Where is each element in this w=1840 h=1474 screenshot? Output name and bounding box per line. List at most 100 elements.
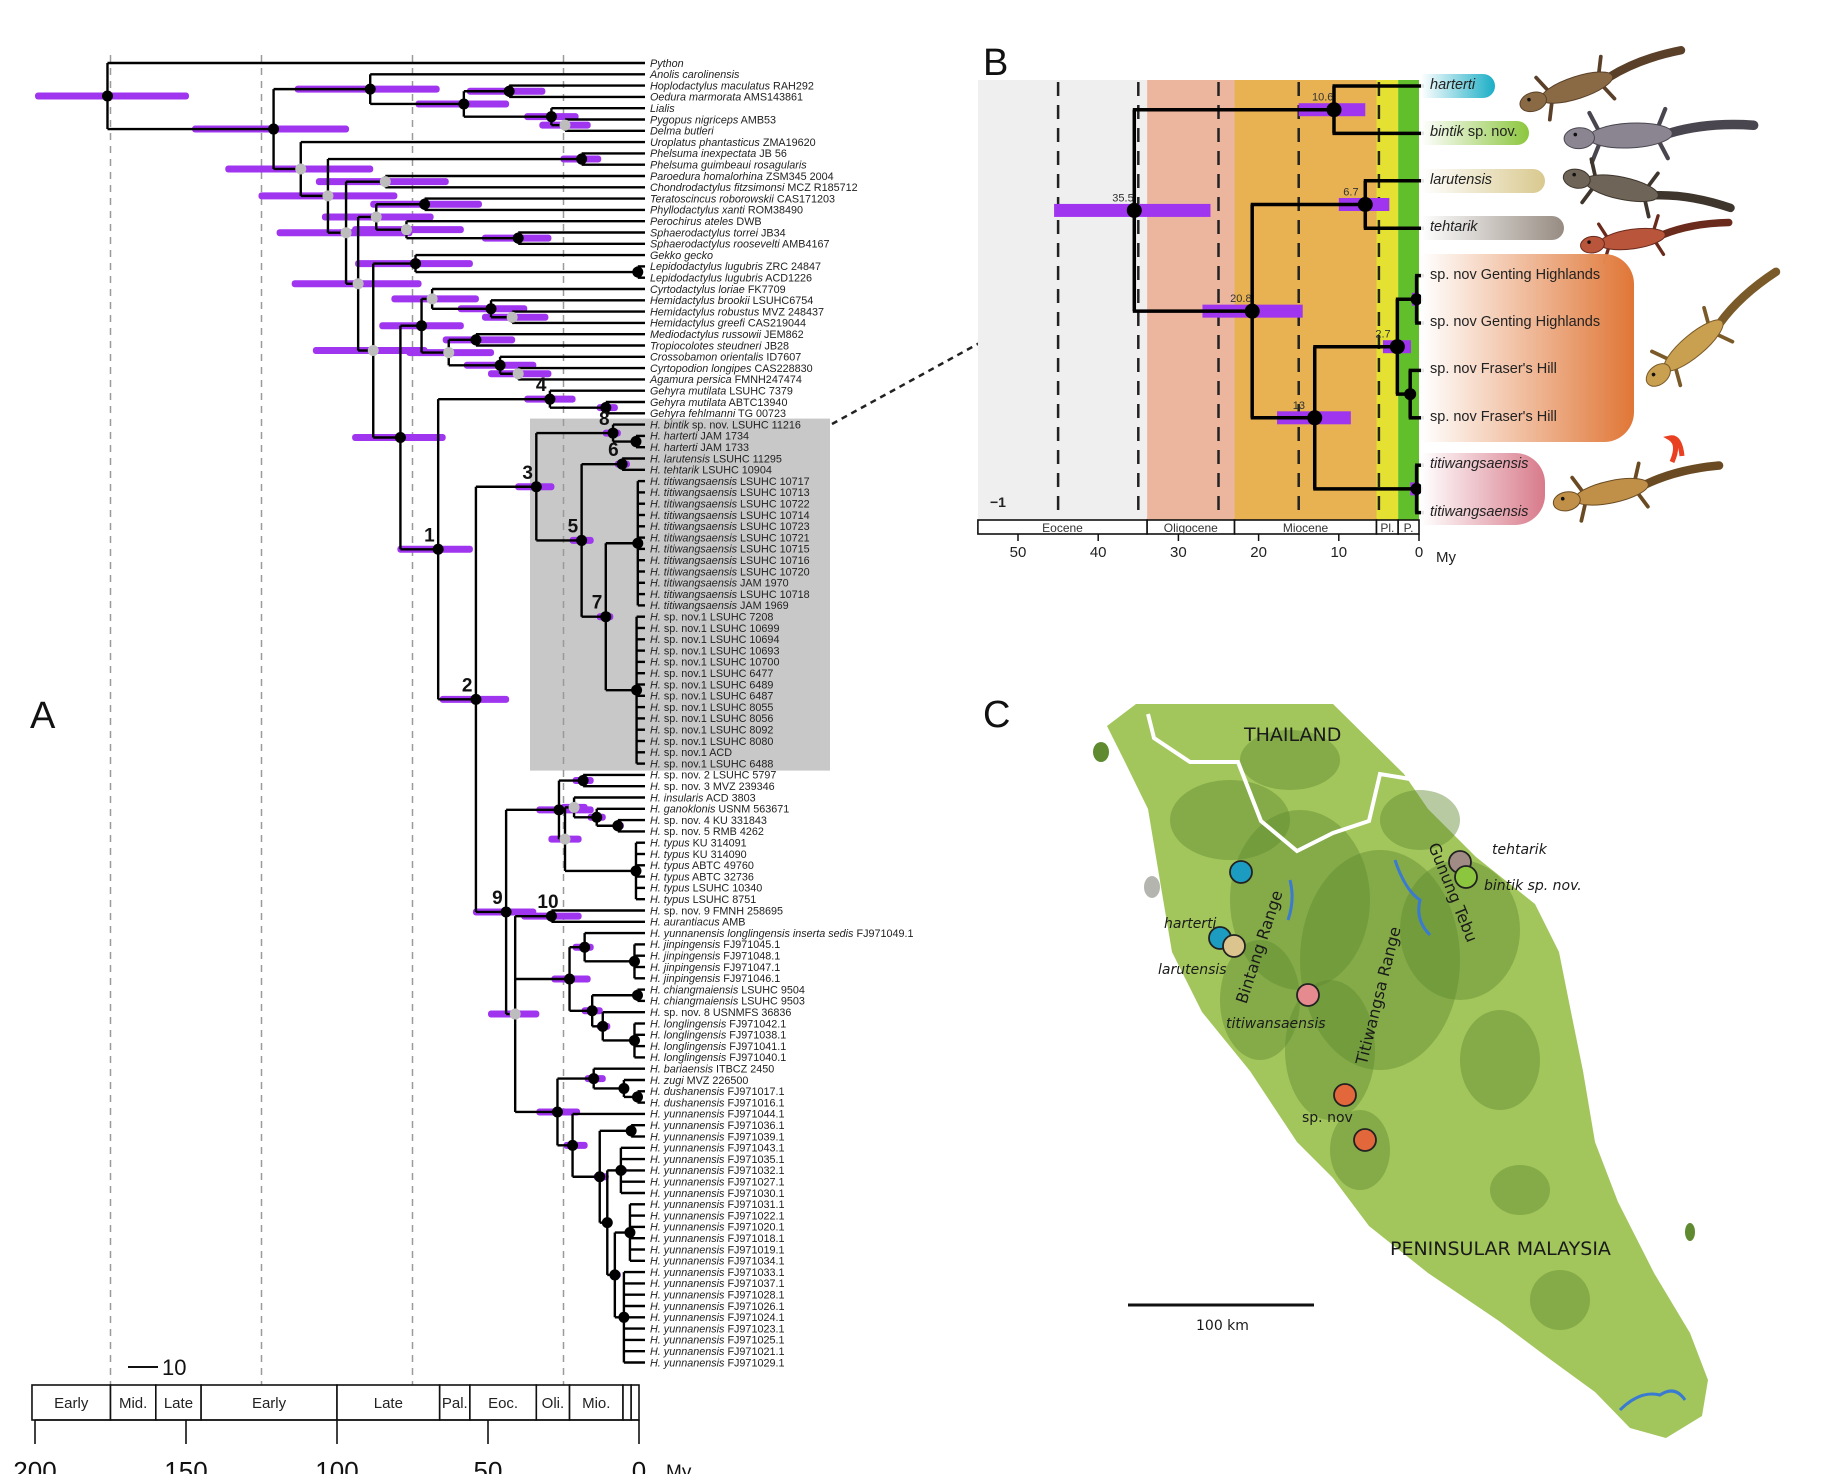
node-high-support: [551, 1106, 563, 1118]
taxon-name: H. titiwangsaensis: [650, 510, 738, 522]
voucher: sp. nov.1 LSUHC 10694: [664, 634, 780, 646]
voucher: FJ971037.1: [727, 1278, 784, 1290]
period-label: Mio.: [582, 1395, 610, 1412]
node-high-support: [631, 1091, 643, 1103]
tip-label: H. yunnanensis FJ971018.1: [650, 1233, 784, 1245]
taxon-name: H. yunnanensis: [650, 1222, 725, 1234]
tip-label: Oedura marmorata AMS143861: [650, 92, 803, 104]
voucher: FJ971043.1: [727, 1143, 784, 1155]
tip-label: H. sp. nov.1 LSUHC 10700: [650, 657, 779, 669]
node-low-support: [568, 801, 580, 813]
taxon-name: H. harterti: [650, 442, 698, 454]
epoch-band: [1234, 80, 1377, 520]
voucher: LSUHC 10721: [740, 532, 810, 544]
axis-tick-label: 50: [474, 1456, 503, 1474]
taxon-name: H. longlingensis: [650, 1018, 727, 1030]
voucher: FJ971019.1: [727, 1244, 784, 1256]
tip-label: H. chiangmaiensis LSUHC 9503: [650, 996, 805, 1008]
tip-label: Mediodactylus russowii JEM862: [650, 329, 804, 341]
node-low-support: [400, 224, 412, 236]
tip-label: Hoplodactylus maculatus RAH292: [650, 80, 814, 92]
taxon-name: H.: [650, 1007, 661, 1019]
tip-label: Phelsuma guimbeaui rosagularis: [650, 160, 807, 172]
voucher: TG 00723: [738, 408, 786, 420]
epoch-cell: [1397, 519, 1420, 535]
node-marker: [1410, 293, 1423, 306]
gecko-photo: [1563, 106, 1759, 165]
voucher: LSUHC 10720: [740, 566, 810, 578]
terrain-patch: [1285, 980, 1375, 1120]
voucher: FJ971029.1: [727, 1357, 784, 1369]
taxon-name: H.: [650, 905, 661, 917]
voucher: JAM 1734: [700, 431, 749, 443]
voucher: FJ971028.1: [727, 1290, 784, 1302]
voucher: ZRC 24847: [766, 261, 821, 273]
taxon-name: H.: [650, 634, 661, 646]
highlight-box: [530, 418, 830, 771]
taxon-name: H. jinpingensis: [650, 939, 721, 951]
voucher: sp. nov.1 ACD: [664, 747, 732, 759]
voucher: sp. nov.1 LSUHC 6488: [664, 758, 774, 770]
locality-marker: [1333, 1083, 1357, 1107]
voucher: FJ971042.1: [729, 1018, 786, 1030]
epoch-label: Oligocene: [1164, 521, 1218, 535]
taxon-name: Tropiocolotes steudneri: [650, 340, 762, 352]
map-label-larutensis: larutensis: [1158, 962, 1227, 978]
tip-label: Sphaerodactylus torrei JB34: [650, 227, 786, 239]
axis-unit: My: [1436, 549, 1456, 566]
voucher: ZSM345 2004: [766, 171, 834, 183]
tip-label: Hemidactylus greefi CAS219044: [650, 318, 806, 330]
taxon-name: H. titiwangsaensis: [650, 499, 738, 511]
tip-label: Gekko gecko: [650, 250, 713, 262]
taxon-name: Phelsuma inexpectata: [650, 148, 756, 160]
node-high-support: [530, 481, 542, 493]
voucher: ID7607: [766, 352, 801, 364]
taxon-name: H. jinpingensis: [650, 973, 721, 985]
taxon-name: Perochirus ateles: [650, 216, 734, 228]
tip-label: H. yunnanensis FJ971021.1: [650, 1346, 784, 1358]
island: [1144, 876, 1160, 898]
voucher: ACD1226: [765, 273, 812, 285]
voucher: FJ971046.1: [723, 973, 780, 985]
taxon-name: Gekko gecko: [650, 250, 713, 262]
taxon-name: H. yunnanensis: [650, 1323, 725, 1335]
voucher: sp. nov.1 LSUHC 6487: [664, 691, 774, 703]
tip-label: Phelsuma inexpectata JB 56: [650, 148, 787, 160]
taxon-name: Delma butleri: [650, 126, 714, 138]
gecko-photo: [1552, 461, 1724, 523]
voucher: DWB: [736, 216, 761, 228]
voucher: FJ971032.1: [727, 1165, 784, 1177]
tip-label: Teratoscincus roborowskii CAS171203: [650, 193, 835, 205]
node-age-label: 35.5: [1112, 192, 1133, 204]
tip-label: H. dushanensis FJ971016.1: [650, 1097, 784, 1109]
tip-label: H. yunnanensis FJ971031.1: [650, 1199, 784, 1211]
voucher: LSUHC 8751: [693, 894, 757, 906]
voucher: CAS171203: [777, 193, 835, 205]
node-high-support: [588, 1073, 600, 1085]
voucher: LSUHC 9504: [741, 984, 805, 996]
voucher: JAM 1733: [700, 442, 749, 454]
node-high-support: [628, 955, 640, 967]
voucher: JB28: [764, 340, 789, 352]
voucher: LSUHC 10714: [740, 510, 810, 522]
voucher: sp. nov.1 LSUHC 8080: [664, 736, 774, 748]
voucher: sp. nov.1 LSUHC 8056: [664, 713, 774, 725]
node-high-support: [553, 804, 565, 816]
voucher: LSUHC 10715: [740, 544, 810, 556]
voucher: JEM862: [764, 329, 804, 341]
zoom-connector: [831, 338, 986, 426]
axis-unit: My: [666, 1462, 692, 1474]
tip-label: Agamura persica FMNH247474: [649, 374, 802, 386]
map-label-tehtarik: tehtarik: [1492, 842, 1547, 858]
node-high-support: [597, 1020, 609, 1032]
tip-label: H. titiwangsaensis LSUHC 10717: [650, 476, 810, 488]
node-low-support: [340, 227, 352, 239]
node-high-support: [631, 989, 643, 1001]
species-label: sp. nov Genting Highlands: [1430, 267, 1600, 283]
taxon-name: H. yunnanensis: [650, 1301, 725, 1313]
voucher: FJ971030.1: [727, 1188, 784, 1200]
voucher: AMB53: [741, 114, 776, 126]
map-label-titiwangsaensis: titiwansaensis: [1226, 1016, 1326, 1032]
species-label: bintik sp. nov.: [1430, 124, 1518, 140]
taxon-name: H.: [650, 758, 661, 770]
